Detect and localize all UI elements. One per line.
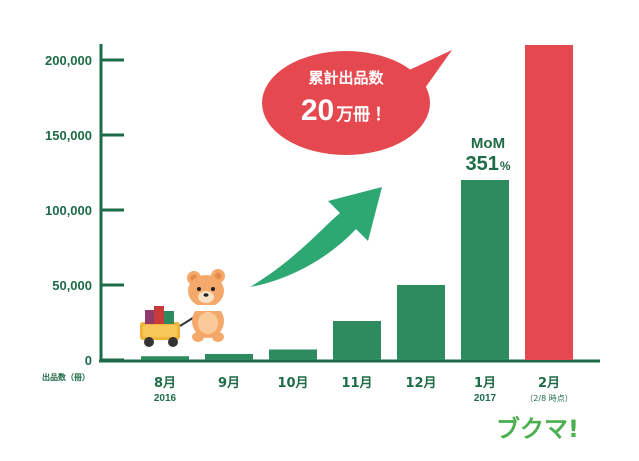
x-tick-label: 8月: [154, 376, 176, 391]
y-tick-label: 50,000: [52, 278, 92, 293]
bar-4: [333, 321, 381, 360]
bukuma-logo: ブクマ!: [496, 415, 579, 443]
y-tick-label: 0: [85, 353, 92, 368]
x-tick-label: 1月: [474, 376, 496, 391]
x-year-label: 2016: [154, 393, 177, 404]
bubble-title: 累計出品数: [308, 69, 384, 87]
bar-3: [269, 349, 317, 360]
y-tick-label: 100,000: [45, 203, 92, 218]
bar-6: [461, 180, 509, 360]
x-note-label: （2/8 時点）: [525, 394, 572, 403]
bear-mascot: [140, 269, 225, 347]
y-unit-label: 出品数（冊）: [42, 372, 90, 382]
mom-value: 351%: [465, 153, 510, 175]
speech-bubble: 累計出品数 20 万冊！: [262, 50, 452, 155]
bubble-headline: 20 万冊！: [301, 94, 391, 127]
x-tick-label: 9月: [218, 376, 240, 391]
x-tick-label: 10月: [277, 376, 308, 391]
y-tick-label: 150,000: [45, 128, 92, 143]
mom-label: MoM: [471, 135, 505, 152]
growth-arrow: [250, 187, 382, 287]
y-ticks: 0 50,000 100,000 150,000 200,000: [45, 53, 124, 368]
bar-2: [205, 354, 253, 360]
x-tick-label: 11月: [341, 376, 372, 391]
x-year-label: 2017: [474, 393, 497, 404]
bar-1: [141, 356, 189, 360]
y-tick-label: 200,000: [45, 53, 92, 68]
x-labels: 8月 2016 9月 10月 11月 12月 1月 2017 2月 （2/8 時点）: [154, 376, 573, 404]
x-tick-label: 12月: [405, 376, 436, 391]
x-tick-label: 2月: [538, 376, 560, 391]
bar-7: [525, 45, 573, 360]
bar-5: [397, 285, 445, 360]
bars: [141, 45, 573, 360]
